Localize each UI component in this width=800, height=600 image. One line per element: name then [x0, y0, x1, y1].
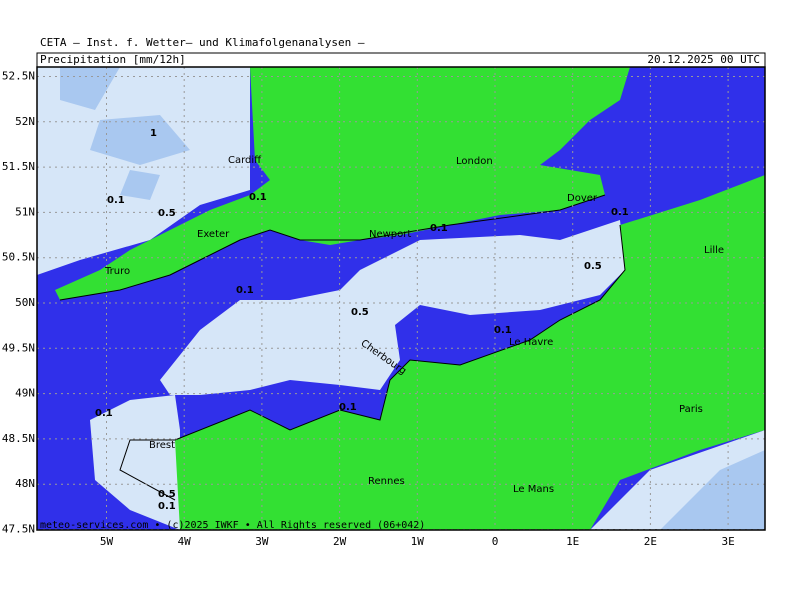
- city-label: Newport: [369, 229, 411, 240]
- city-label: London: [456, 156, 493, 167]
- lat-tick-label: 47.5N: [2, 523, 35, 536]
- city-label: Exeter: [197, 229, 230, 240]
- lat-tick-label: 49N: [15, 387, 35, 400]
- lat-tick-label: 48N: [15, 477, 35, 490]
- contour-label: 0.1: [249, 192, 267, 203]
- contour-label: 0.1: [494, 325, 512, 336]
- city-label: Le Mans: [513, 484, 554, 495]
- lat-tick-label: 50.5N: [2, 251, 35, 264]
- city-label: Rennes: [368, 476, 405, 487]
- city-label: Truro: [104, 266, 130, 277]
- lat-tick-label: 50N: [15, 296, 35, 309]
- land-dry: [175, 175, 765, 530]
- city-label: Lille: [704, 245, 724, 256]
- lat-tick-label: 52.5N: [2, 70, 35, 83]
- lon-tick-label: 3W: [255, 535, 269, 548]
- contour-label: 0.1: [158, 501, 176, 512]
- lon-tick-label: 2W: [333, 535, 347, 548]
- precip-medium: [60, 67, 190, 200]
- city-label: Dover: [567, 193, 598, 204]
- lat-tick-label: 49.5N: [2, 341, 35, 354]
- contour-label: 0.1: [611, 207, 629, 218]
- map: [37, 67, 765, 530]
- city-label: Le Havre: [509, 337, 553, 348]
- city-label: Cardiff: [228, 155, 262, 166]
- contour-label: 0.5: [158, 489, 176, 500]
- precip-light: [90, 395, 180, 530]
- grid: [37, 67, 765, 530]
- land-dry: [55, 67, 630, 300]
- contour-label: 0.5: [158, 208, 176, 219]
- map-frame: [36, 66, 766, 531]
- lat-tick-label: 52N: [15, 115, 35, 128]
- footer-credit: meteo-services.com • (c)2025 IWKF • All …: [40, 520, 425, 531]
- lat-tick-label: 48.5N: [2, 432, 35, 445]
- contour-label: 0.1: [236, 285, 254, 296]
- contour-label: 0.1: [339, 402, 357, 413]
- contour-label: 0.5: [584, 261, 602, 272]
- title: CETA — Inst. f. Wetter— und Klimafolgena…: [40, 36, 365, 49]
- lon-tick-label: 3E: [721, 535, 734, 548]
- lon-tick-label: 5W: [100, 535, 114, 548]
- contour-label: 1: [150, 128, 157, 139]
- valid-time: 20.12.2025 00 UTC: [647, 53, 760, 66]
- lat-tick-label: 51N: [15, 205, 35, 218]
- precip-medium: [660, 450, 765, 530]
- field-label: Precipitation [mm/12h]: [40, 53, 186, 66]
- lon-tick-label: 0: [492, 535, 499, 548]
- contour-label: 0.1: [95, 408, 113, 419]
- precip-light: [37, 67, 250, 275]
- city-label: Paris: [679, 404, 703, 415]
- lon-tick-label: 2E: [644, 535, 657, 548]
- contour-label: 0.5: [351, 307, 369, 318]
- contour-label: 0.1: [107, 195, 125, 206]
- coastline: [59, 194, 626, 501]
- lon-tick-label: 1W: [411, 535, 425, 548]
- contour-label: 0.1: [430, 223, 448, 234]
- lon-tick-label: 1E: [566, 535, 579, 548]
- contour-labels: 1 0.1 0.5 0.1 0.1 0.1 0.5 0.1 0.5 0.1 0.…: [95, 128, 629, 512]
- lon-tick-label: 4W: [178, 535, 192, 548]
- city-label: Brest: [149, 440, 175, 451]
- precip-light: [160, 220, 625, 395]
- lat-tick-label: 51.5N: [2, 160, 35, 173]
